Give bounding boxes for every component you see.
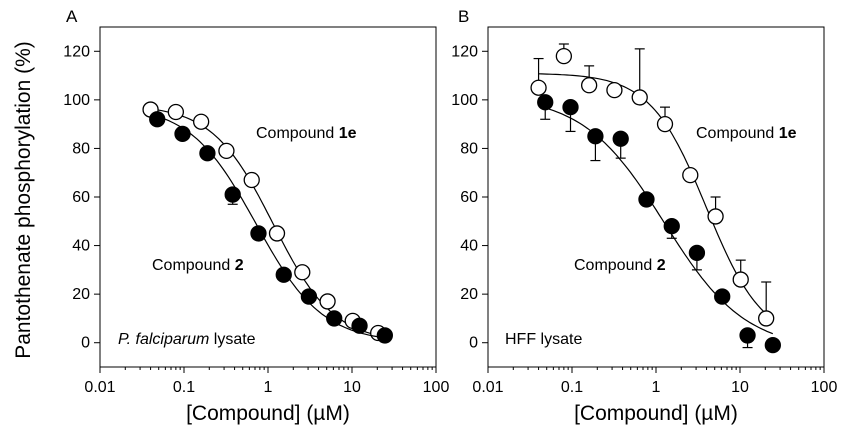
data-point-compound-1e bbox=[732, 271, 749, 288]
series-label-prefix: Compound bbox=[574, 257, 657, 274]
data-point-compound-1e bbox=[707, 208, 724, 225]
x-axis-title: [Compound] (µM) bbox=[574, 402, 738, 425]
y-tick-label: 100 bbox=[451, 92, 478, 109]
sample-label-text: HFF lysate bbox=[505, 331, 582, 348]
data-point-compound-2 bbox=[587, 128, 604, 145]
y-tick-label: 120 bbox=[63, 43, 90, 60]
series-label-prefix: Compound bbox=[256, 125, 339, 142]
data-point-compound-2 bbox=[688, 244, 706, 262]
data-point-compound-2 bbox=[537, 94, 554, 111]
data-point-compound-1e bbox=[530, 79, 547, 96]
panel-letter: A bbox=[66, 7, 78, 26]
series-label: Compound 1e bbox=[256, 125, 357, 142]
data-point-compound-1e bbox=[192, 113, 210, 130]
y-tick-label: 60 bbox=[72, 189, 90, 206]
data-point-compound-2 bbox=[174, 125, 191, 143]
fit-curve bbox=[157, 115, 385, 339]
data-point-compound-2 bbox=[638, 191, 655, 208]
fit-curve bbox=[150, 108, 379, 336]
y-axis-title: Pantothenate phosphorylation (%) bbox=[12, 41, 35, 359]
x-tick-label: 1 bbox=[264, 379, 273, 396]
sample-label: P. falciparum lysate bbox=[118, 331, 256, 348]
data-point-compound-1e bbox=[268, 225, 286, 242]
x-tick-label: 100 bbox=[811, 379, 838, 396]
series-label-id: 1e bbox=[779, 125, 797, 142]
data-point-compound-2 bbox=[326, 310, 343, 327]
x-tick-label: 1 bbox=[652, 379, 661, 396]
data-point-compound-1e bbox=[294, 264, 311, 281]
data-point-compound-2 bbox=[351, 317, 368, 334]
data-point-compound-1e bbox=[606, 81, 623, 99]
panel-a: A 0.01 0.1 1 10 100 0 20 40 60 80 100 120 [Compound] … bbox=[63, 7, 449, 425]
y-tick-label: 80 bbox=[72, 140, 90, 157]
data-point-compound-2 bbox=[149, 111, 166, 128]
y-tick-label: 0 bbox=[81, 335, 90, 352]
y-tick-label: 60 bbox=[460, 189, 478, 206]
x-tick-label: 0.1 bbox=[561, 379, 583, 396]
data-point-compound-2 bbox=[250, 225, 267, 242]
data-point-compound-1e bbox=[631, 89, 648, 106]
data-point-compound-2 bbox=[275, 266, 292, 283]
data-point-compound-1e bbox=[167, 103, 185, 121]
data-point-compound-1e bbox=[218, 142, 235, 160]
x-tick-label: 100 bbox=[423, 379, 450, 396]
data-point-compound-2 bbox=[376, 327, 393, 344]
data-point-compound-2 bbox=[199, 145, 216, 162]
series-label-prefix: Compound bbox=[696, 125, 779, 142]
panel-b: B 0.01 0.1 1 10 100 0 20 40 60 80 100 120 [Compound] … bbox=[451, 7, 837, 425]
panel-letter: B bbox=[458, 7, 469, 26]
y-tick-label: 0 bbox=[469, 335, 478, 352]
series-label-id: 2 bbox=[235, 257, 244, 274]
series-label: Compound 2 bbox=[152, 257, 244, 274]
y-tick-label: 40 bbox=[72, 238, 90, 255]
x-tick-label: 0.01 bbox=[472, 379, 503, 396]
sample-label-species: P. falciparum bbox=[118, 331, 209, 348]
data-point-compound-2 bbox=[300, 288, 318, 305]
data-point-compound-1e bbox=[758, 310, 775, 327]
data-point-compound-2 bbox=[562, 98, 579, 116]
series-label-id: 1e bbox=[339, 125, 357, 142]
x-tick-label: 10 bbox=[343, 379, 361, 396]
fit-curve bbox=[538, 73, 767, 315]
x-tick-label: 10 bbox=[731, 379, 749, 396]
data-point-compound-2 bbox=[739, 327, 756, 344]
y-tick-label: 40 bbox=[460, 238, 478, 255]
fit-curve bbox=[545, 107, 774, 335]
series-label-id: 2 bbox=[657, 257, 666, 274]
data-point-compound-1e bbox=[319, 293, 336, 310]
data-point-compound-2 bbox=[714, 288, 731, 305]
x-axis-title: [Compound] (µM) bbox=[186, 402, 350, 425]
x-tick-label: 0.1 bbox=[173, 379, 195, 396]
y-tick-label: 100 bbox=[63, 92, 90, 109]
data-point-compound-2 bbox=[224, 186, 241, 203]
data-point-compound-1e bbox=[682, 166, 699, 184]
series-label-prefix: Compound bbox=[152, 257, 235, 274]
series-label: Compound 2 bbox=[574, 257, 666, 274]
data-point-compound-1e bbox=[656, 115, 674, 133]
y-tick-label: 20 bbox=[72, 286, 90, 303]
data-point-compound-1e bbox=[243, 171, 260, 189]
data-point-compound-2 bbox=[663, 217, 680, 235]
x-tick-label: 0.01 bbox=[84, 379, 115, 396]
sample-label-text: lysate bbox=[209, 331, 255, 348]
data-point-compound-2 bbox=[764, 336, 781, 354]
data-point-compound-1e bbox=[580, 77, 598, 94]
sample-label: HFF lysate bbox=[505, 331, 582, 348]
data-point-compound-2 bbox=[612, 130, 629, 147]
y-tick-label: 80 bbox=[460, 140, 478, 157]
data-point-compound-1e bbox=[555, 47, 573, 65]
series-label: Compound 1e bbox=[696, 125, 797, 142]
plot-frame bbox=[99, 26, 437, 368]
y-tick-label: 20 bbox=[460, 286, 478, 303]
y-tick-label: 120 bbox=[451, 43, 478, 60]
